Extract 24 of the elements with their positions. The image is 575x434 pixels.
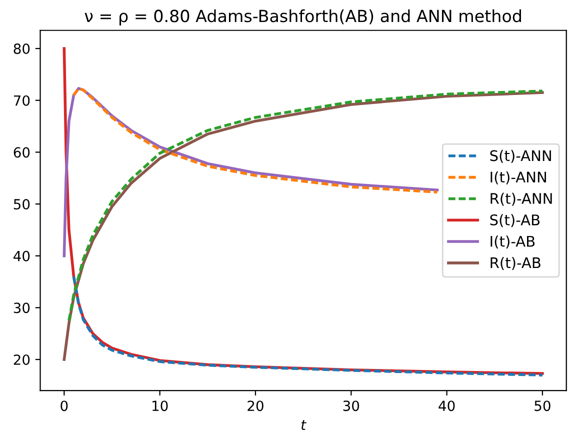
legend-label: S(t)-AB — [490, 214, 540, 228]
x-tick-label: 0 — [60, 400, 68, 412]
chart-title: ν = ρ = 0.80 Adams-Bashforth(AB) and ANN method — [84, 9, 521, 26]
x-tick-label: 20 — [248, 400, 264, 412]
y-tick-label: 80 — [14, 43, 30, 54]
legend-label: S(t)-ANN — [490, 150, 551, 163]
line-series — [72, 87, 439, 194]
line-series — [62, 87, 439, 258]
y-tick-label: 20 — [14, 354, 30, 365]
y-tick-label: 60 — [14, 147, 30, 158]
legend-label: R(t)-ANN — [490, 192, 552, 206]
x-tick-label: 10 — [152, 400, 168, 412]
y-tick-label: 40 — [14, 250, 30, 262]
legend-label: I(t)-ANN — [490, 171, 546, 184]
y-tick-label: 50 — [14, 198, 30, 210]
legend-label: R(t)-AB — [490, 256, 540, 270]
y-tick-label: 30 — [14, 302, 30, 314]
x-tick-label: 40 — [438, 400, 455, 412]
x-tick-label: 50 — [534, 400, 550, 412]
legend-label: I(t)-AB — [490, 236, 535, 249]
x-axis-title: t — [301, 420, 306, 430]
line-series — [72, 275, 544, 376]
y-tick-label: 70 — [14, 95, 30, 106]
x-tick-label: 30 — [343, 400, 360, 412]
